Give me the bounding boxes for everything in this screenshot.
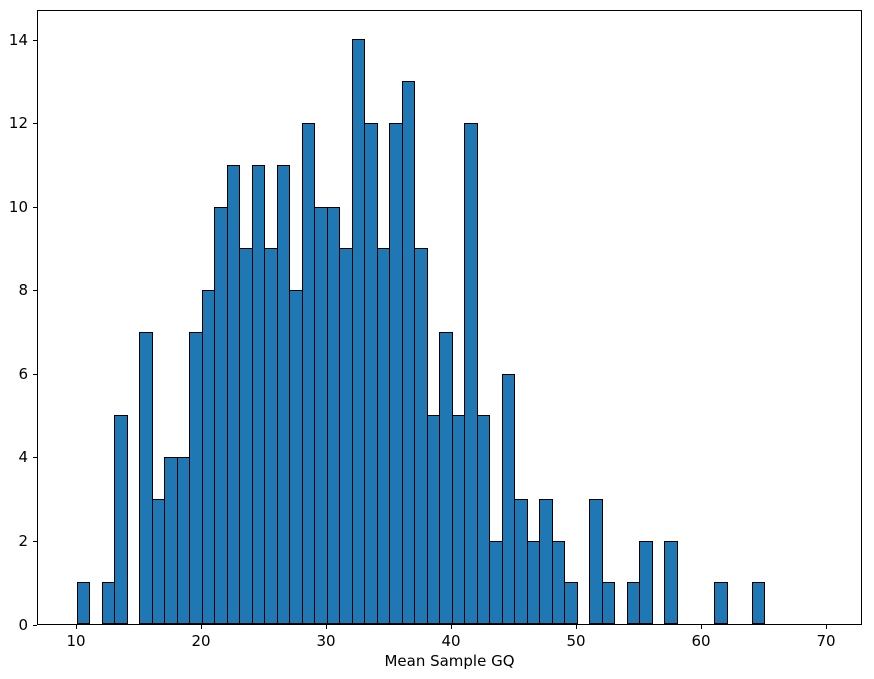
bar-bin-47 (539, 498, 553, 624)
bar-bin-26 (276, 164, 290, 624)
bar-bin-46 (526, 540, 540, 624)
bar-bin-17 (164, 457, 178, 624)
bar-bin-20 (201, 290, 215, 624)
x-tick-70 (825, 625, 827, 629)
y-tick-label-6: 6 (18, 364, 28, 383)
y-tick-0 (33, 624, 37, 626)
bar-bin-52 (601, 582, 615, 624)
bar-bin-40 (451, 415, 465, 624)
y-tick-2 (33, 540, 37, 542)
y-tick-label-0: 0 (18, 615, 28, 634)
y-tick-label-8: 8 (18, 281, 28, 300)
bar-bin-36 (401, 81, 415, 624)
bar-bin-49 (564, 582, 578, 624)
bar-bin-39 (439, 331, 453, 624)
bar-bin-16 (151, 498, 165, 624)
x-tick-label-30: 30 (316, 632, 336, 650)
bar-bin-27 (289, 290, 303, 624)
bar-bin-54 (626, 582, 640, 624)
x-tick-label-70: 70 (816, 632, 836, 650)
y-tick-10 (33, 206, 37, 208)
y-tick-14 (33, 39, 37, 41)
bar-bin-21 (214, 206, 228, 624)
x-axis-label: Mean Sample GQ (384, 652, 515, 670)
bar-bin-15 (139, 331, 153, 624)
bar-bin-29 (314, 206, 328, 624)
y-tick-label-2: 2 (18, 531, 28, 550)
bar-bin-55 (639, 540, 653, 624)
y-tick-6 (33, 373, 37, 375)
bar-bin-19 (189, 331, 203, 624)
bar-bin-57 (664, 540, 678, 624)
bar-bin-25 (264, 248, 278, 624)
bar-bin-61 (714, 582, 728, 624)
x-tick-50 (575, 625, 577, 629)
x-tick-30 (325, 625, 327, 629)
bar-bin-13 (114, 415, 128, 624)
bar-bin-33 (364, 122, 378, 624)
bars-container (38, 11, 861, 624)
x-tick-20 (200, 625, 202, 629)
bar-bin-44 (501, 373, 515, 624)
bar-bin-30 (326, 206, 340, 624)
bar-bin-45 (514, 498, 528, 624)
y-tick-label-10: 10 (8, 197, 28, 216)
x-tick-40 (450, 625, 452, 629)
y-tick-label-4: 4 (18, 448, 28, 467)
y-tick-label-12: 12 (8, 114, 28, 133)
plot-area (37, 10, 862, 625)
bar-bin-35 (389, 122, 403, 624)
x-tick-label-50: 50 (566, 632, 586, 650)
x-tick-10 (75, 625, 77, 629)
y-tick-8 (33, 290, 37, 292)
bar-bin-48 (551, 540, 565, 624)
bar-bin-31 (339, 248, 353, 624)
y-tick-4 (33, 457, 37, 459)
bar-bin-28 (301, 122, 315, 624)
x-tick-label-40: 40 (441, 632, 461, 650)
bar-bin-34 (376, 248, 390, 624)
bar-bin-23 (239, 248, 253, 624)
bar-bin-22 (226, 164, 240, 624)
bar-bin-41 (464, 122, 478, 624)
bar-bin-10 (76, 582, 90, 624)
bar-bin-64 (751, 582, 765, 624)
bar-bin-38 (426, 415, 440, 624)
y-tick-label-14: 14 (8, 30, 28, 49)
x-tick-60 (700, 625, 702, 629)
bar-bin-32 (351, 39, 365, 624)
bar-bin-37 (414, 248, 428, 624)
bar-bin-51 (589, 498, 603, 624)
bar-bin-43 (489, 540, 503, 624)
bar-bin-42 (476, 415, 490, 624)
x-tick-label-60: 60 (691, 632, 711, 650)
bar-bin-18 (176, 457, 190, 624)
bar-bin-24 (251, 164, 265, 624)
x-tick-label-10: 10 (66, 632, 86, 650)
y-tick-12 (33, 123, 37, 125)
x-tick-label-20: 20 (191, 632, 211, 650)
bar-bin-12 (101, 582, 115, 624)
